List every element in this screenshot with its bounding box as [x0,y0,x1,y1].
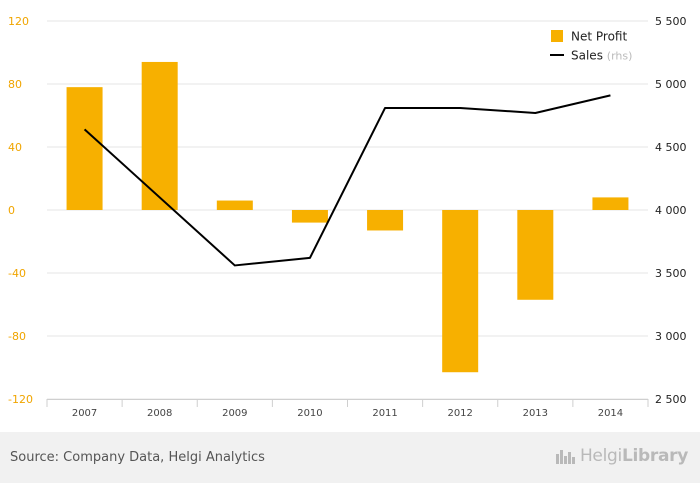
right-y-tick-label: 5 500 [655,15,687,28]
legend-label-sales-group: Sales (rhs) [571,49,632,63]
legend-label-sales-suffix: (rhs) [607,50,633,63]
x-tick-label: 2008 [147,408,172,419]
left-y-tick-label: -80 [8,330,26,343]
right-y-tick-label: 4 000 [655,204,687,217]
sales-line-series [83,94,611,267]
right-y-tick-label: 5 000 [655,78,687,91]
net-profit-bar [216,200,253,210]
helgi-library-logo[interactable]: HelgiLibrary [555,446,688,466]
right-y-tick-label: 3 000 [655,330,687,343]
brand-suffix: Library [621,446,688,466]
legend-swatch-net-profit [551,30,563,42]
net-profit-bar [291,210,328,223]
left-y-tick-label: -120 [8,393,33,406]
net-profit-bars [66,61,629,373]
sales-line [83,94,611,267]
legend-label-sales: Sales [571,49,603,63]
left-y-tick-label: -40 [8,267,26,280]
brand-name: Helgi [579,446,622,466]
x-axis: 2007 2008 2009 2010 2011 2012 2013 2014 [46,399,649,419]
legend-label-net-profit: Net Profit [571,30,627,44]
source-note: Source: Company Data, Helgi Analytics [10,450,265,465]
x-tick-label: 2007 [72,408,97,419]
right-y-tick-label: 3 500 [655,267,687,280]
left-y-tick-label: 80 [8,78,22,91]
x-tick-label: 2012 [447,408,472,419]
legend: Net Profit Sales (rhs) [550,30,632,63]
x-tick-label: 2011 [372,408,397,419]
right-y-tick-label: 2 500 [655,393,687,406]
left-y-tick-label: 120 [8,15,29,28]
right-y-tick-label: 4 500 [655,141,687,154]
left-y-tick-label: 0 [8,204,15,217]
net-profit-bar [367,210,404,231]
x-tick-label: 2013 [523,408,548,419]
x-tick-label: 2009 [222,408,247,419]
footer: Source: Company Data, Helgi Analytics He… [0,432,700,483]
x-tick-label: 2010 [297,408,322,419]
net-profit-bar [442,210,479,373]
combo-chart: 2007 2008 2009 2010 2011 2012 2013 2014 120 80 40… [8,15,687,419]
left-y-tick-label: 40 [8,141,22,154]
net-profit-bar [66,87,103,210]
x-tick-label: 2014 [598,408,623,419]
gridlines [47,20,648,400]
net-profit-bar [141,61,178,211]
right-y-axis: 5 500 5 000 4 500 4 000 3 500 3 000 2 500 [655,15,687,406]
net-profit-bar [517,210,554,300]
net-profit-bar [592,197,629,210]
left-y-axis: 120 80 40 0 -40 -80 -120 [8,15,33,406]
city-skyline-icon [555,450,575,464]
